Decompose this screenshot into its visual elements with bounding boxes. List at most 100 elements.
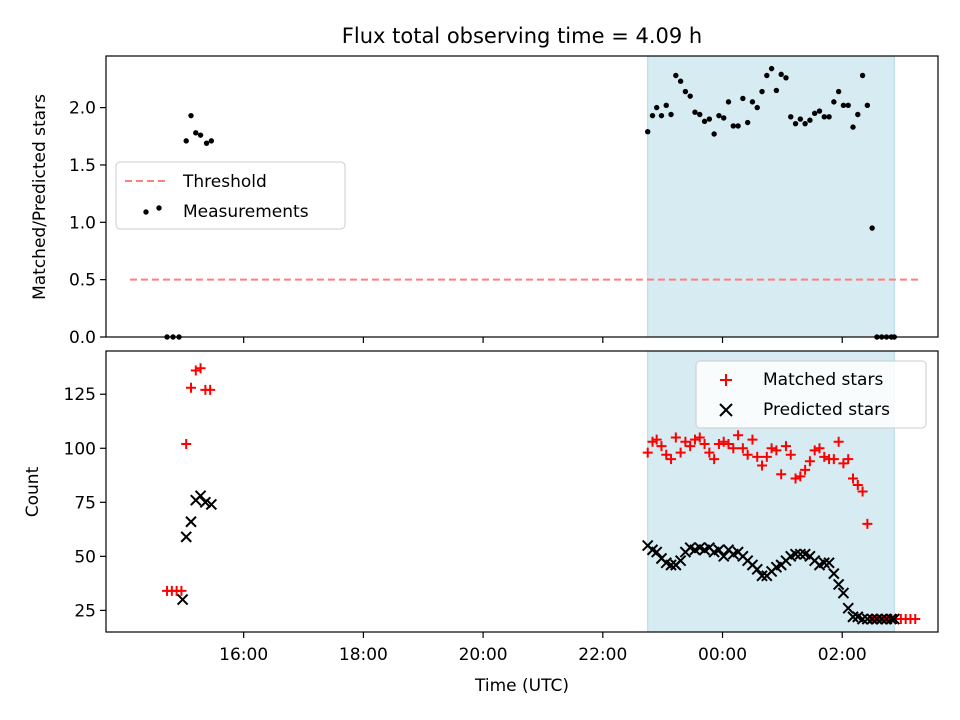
measurement-point <box>668 111 674 118</box>
measurement-point <box>677 78 684 84</box>
predicted-star-point <box>871 613 883 625</box>
matched-star-point <box>709 454 720 465</box>
legend-label-threshold: Threshold <box>182 172 267 192</box>
matched-star-point <box>742 449 753 460</box>
x-axis-label: Time (UTC) <box>474 676 569 696</box>
legend-label-predicted: Predicted stars <box>763 400 890 420</box>
matched-star-point <box>718 436 729 447</box>
y-tick-label: 75 <box>74 493 96 513</box>
measurement-point <box>840 102 847 109</box>
matched-star-point <box>685 441 696 452</box>
matched-star-point <box>181 438 192 449</box>
measurement-point <box>692 109 698 115</box>
measurement-point <box>864 102 871 109</box>
x-tick-label: 00:00 <box>698 645 747 665</box>
matched-star-point <box>666 454 677 465</box>
matched-star-point <box>804 456 815 467</box>
measurement-point <box>835 88 842 95</box>
predicted-star-point <box>176 593 189 606</box>
matched-star-point <box>852 480 863 491</box>
measurement-point <box>197 132 204 138</box>
x-tick-label: 02:00 <box>818 645 867 665</box>
predicted-star-point <box>713 544 725 556</box>
y-tick-label: 25 <box>74 601 96 621</box>
measurement-point <box>778 71 784 78</box>
predicted-star-point <box>861 613 874 625</box>
predicted-star-point <box>888 613 901 625</box>
top-legend-box <box>115 161 346 230</box>
predicted-star-point <box>674 554 687 567</box>
x-tick-label: 22:00 <box>578 645 627 665</box>
predicted-star-point <box>832 578 845 591</box>
matched-star-point <box>694 432 705 443</box>
measurements-legend-dot <box>156 205 162 211</box>
bottom-y-axis: 25 50 75 100 125 <box>64 385 106 621</box>
y-tick-label: 2.0 <box>69 99 96 119</box>
matched-star-point <box>176 585 187 596</box>
measurement-point <box>869 225 875 231</box>
matched-star-point <box>728 443 739 454</box>
measurement-point <box>855 111 861 118</box>
y-tick-label: 1.0 <box>69 213 96 233</box>
bottom-legend: Matched stars Predicted stars <box>695 360 927 429</box>
measurement-point <box>721 115 727 121</box>
measurement-point <box>725 99 732 105</box>
measurement-point <box>744 119 751 126</box>
measurements-legend-dot <box>143 209 149 215</box>
predicted-star-point <box>185 516 197 528</box>
measurement-point <box>193 130 199 136</box>
predicted-star-point <box>837 587 850 599</box>
measurement-point <box>826 114 832 120</box>
measurement-point <box>701 118 708 125</box>
matched-star-point <box>809 445 820 456</box>
measurement-point <box>768 65 775 72</box>
matched-star-point <box>843 454 854 465</box>
matched-star-point <box>205 384 216 395</box>
measurement-point <box>859 72 866 79</box>
predicted-star-point <box>180 531 192 543</box>
matched-star-point <box>675 447 686 458</box>
measurement-point <box>706 116 713 122</box>
bottom-legend-box <box>695 360 927 429</box>
matched-star-point <box>185 382 196 393</box>
measurement-point <box>850 124 856 130</box>
y-tick-label: 0.5 <box>69 271 96 291</box>
y-tick-label: 0.0 <box>69 328 96 348</box>
measurement-point <box>792 120 799 127</box>
y-tick-label: 100 <box>64 439 96 459</box>
measurement-point <box>716 112 722 119</box>
measurement-point <box>754 104 760 111</box>
measurement-point <box>764 72 770 79</box>
y-tick-label: 125 <box>64 385 96 405</box>
measurement-point <box>183 138 189 144</box>
matched-star-point <box>195 363 206 374</box>
matched-star-point <box>848 473 859 484</box>
chart-title: Flux total observing time = 4.09 h <box>342 24 702 48</box>
measurement-point <box>821 114 827 120</box>
matched-star-point <box>752 451 763 462</box>
matched-star-point <box>699 438 710 449</box>
predicted-star-point <box>199 496 212 509</box>
predicted-star-point <box>751 563 763 576</box>
matched-star-point <box>747 434 758 445</box>
bottom-y-axis-label: Count <box>23 466 43 517</box>
matched-star-point <box>757 460 768 471</box>
matched-star-point <box>670 432 681 443</box>
top-plot-frame <box>105 55 939 338</box>
measurement-point <box>673 72 679 79</box>
measurement-point <box>773 87 780 94</box>
matched-star-point <box>704 447 715 458</box>
matched-star-point <box>814 443 825 454</box>
measurement-point <box>697 111 703 118</box>
bottom-plot-frame <box>105 350 939 633</box>
predicted-star-point <box>823 557 835 569</box>
legend-label-measurements: Measurements <box>183 202 309 222</box>
predicted-star-point <box>794 548 807 560</box>
predicted-star-point <box>665 559 677 571</box>
predicted-star-point <box>718 550 730 563</box>
matched-star-point <box>833 436 844 447</box>
measurement-point <box>663 102 669 109</box>
bottom-data-marks <box>162 363 921 625</box>
matched-star-point <box>862 518 873 529</box>
